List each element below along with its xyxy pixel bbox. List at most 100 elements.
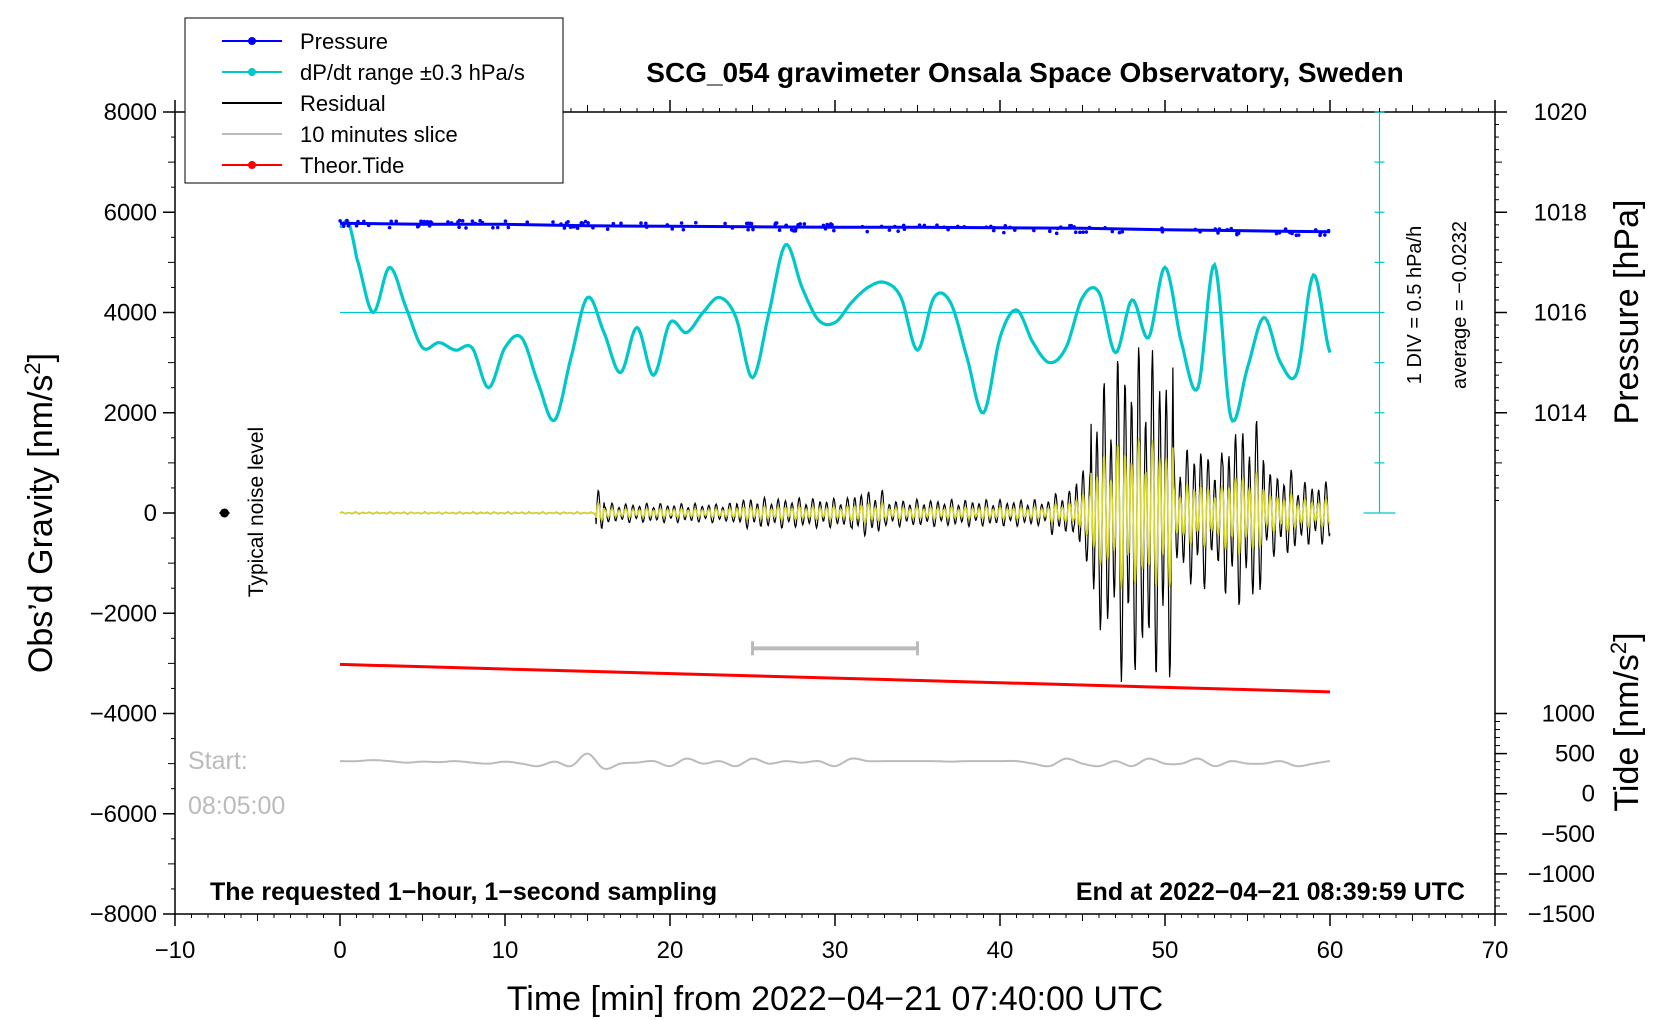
pressure-point <box>1216 231 1220 235</box>
pressure-point <box>955 224 960 229</box>
x-tick-label: 0 <box>333 937 346 964</box>
pressure-point <box>681 227 686 232</box>
pressure-point <box>417 223 421 228</box>
pressure-point <box>832 228 836 233</box>
y-tick-label: −8000 <box>90 901 157 928</box>
pressure-point <box>341 224 346 228</box>
y-tick-label: −6000 <box>90 801 157 828</box>
y-axis-label-left-end: ] <box>22 353 60 362</box>
pressure-point <box>456 220 460 224</box>
x-tick-label: 10 <box>492 937 519 964</box>
pressure-point <box>823 227 828 231</box>
pressure-point <box>503 219 508 223</box>
pressure-point <box>1110 229 1115 234</box>
pressure-point <box>896 229 900 233</box>
legend: Pressure dP/dt range ±0.3 hPa/s Residual 10… <box>184 17 564 184</box>
pressure-point <box>473 221 478 226</box>
legend-label-3: 10 minutes slice <box>300 122 458 147</box>
pressure-point <box>798 222 803 226</box>
average-label: average = −0.0232 <box>1449 221 1471 389</box>
pressure-point <box>1213 227 1218 231</box>
pressure-point <box>1283 227 1288 231</box>
pressure-point <box>1055 226 1060 231</box>
pressure-point <box>1160 226 1164 231</box>
pressure-point <box>1008 225 1012 230</box>
pressure-point <box>564 221 569 225</box>
pressure-point <box>491 225 495 230</box>
pressure-point <box>922 223 927 228</box>
pressure-point <box>802 222 807 226</box>
pressure-point <box>1313 228 1318 232</box>
pressure-point <box>1032 228 1036 233</box>
pressure-point <box>356 219 360 224</box>
x-tick-label: 50 <box>1152 937 1179 964</box>
start-label-1: Start: <box>188 747 248 775</box>
pressure-point <box>354 223 359 228</box>
pressure-point <box>665 223 670 227</box>
pressure-point <box>917 223 922 227</box>
pressure-point <box>694 220 698 225</box>
bottom-left-note: The requested 1−hour, 1−second sampling <box>210 878 717 906</box>
pressure-point <box>568 225 573 229</box>
bottom-right-note: End at 2022−04−21 08:39:59 UTC <box>1076 878 1465 906</box>
pressure-point <box>346 223 351 228</box>
pressure-point <box>394 219 399 224</box>
pressure-point <box>1081 230 1085 234</box>
pressure-point <box>611 221 616 226</box>
x-tick-label: 40 <box>987 937 1014 964</box>
y-tick-label: 0 <box>144 500 157 527</box>
pressure-point <box>572 224 577 229</box>
pressure-point <box>619 221 623 226</box>
pressure-point <box>825 222 829 227</box>
pressure-point <box>902 227 907 231</box>
pressure-point <box>562 226 567 230</box>
y-axis-label-left-sup: 2 <box>20 362 45 374</box>
pressure-point <box>1318 231 1323 235</box>
axes-layer: −10 0 10 20 30 40 50 60 70−8000−6000−4000−200002… <box>90 99 1595 964</box>
pressure-point <box>551 220 555 224</box>
pressure-point <box>989 224 993 229</box>
pressure-point <box>1225 228 1230 232</box>
pressure-point <box>1073 230 1078 234</box>
pressure-point <box>774 221 778 225</box>
tide-axis-label-sup: 2 <box>1606 642 1631 654</box>
pressure-axis-label: Pressure [hPa] <box>1608 200 1646 425</box>
pressure-point <box>751 227 755 232</box>
pressure-point <box>559 222 563 226</box>
legend-marker-1 <box>248 68 256 76</box>
tide-tick-label: 500 <box>1555 741 1595 768</box>
x-axis-label: Time [min] from 2022−04−21 07:40:00 UTC <box>507 980 1163 1018</box>
x-tick-label: 60 <box>1317 937 1344 964</box>
pressure-point <box>389 219 394 224</box>
tide-tick-label: 1000 <box>1542 701 1595 728</box>
x-tick-label: 70 <box>1482 937 1509 964</box>
pressure-point <box>427 223 432 228</box>
pressure-point <box>366 223 371 228</box>
pressure-point <box>575 226 580 231</box>
pressure-point <box>446 220 450 224</box>
pressure-point <box>962 224 966 229</box>
y-tick-label: 2000 <box>104 400 157 427</box>
pressure-point <box>1003 223 1008 228</box>
pressure-point <box>1054 231 1059 236</box>
tide-tick-label: −1500 <box>1528 901 1595 928</box>
tide-tick-label: −1000 <box>1528 861 1595 888</box>
pressure-point <box>1277 230 1282 235</box>
pressure-point <box>723 221 727 226</box>
pressure-point <box>865 229 870 234</box>
pressure-point <box>480 220 485 225</box>
pressure-point <box>935 223 939 227</box>
pressure-point <box>879 224 884 229</box>
pressure-point <box>1229 226 1234 231</box>
pressure-point <box>794 226 798 231</box>
pressure-point <box>1103 226 1107 230</box>
pressure-point <box>1198 229 1202 234</box>
pressure-point <box>605 227 610 231</box>
pressure-point <box>449 221 454 225</box>
series-tide-line <box>339 662 1331 694</box>
pressure-point <box>1084 230 1089 234</box>
legend-label-4: Theor.Tide <box>300 153 404 178</box>
pressure-point <box>1012 228 1017 232</box>
pressure-point <box>860 224 865 229</box>
pressure-point <box>1235 232 1239 237</box>
